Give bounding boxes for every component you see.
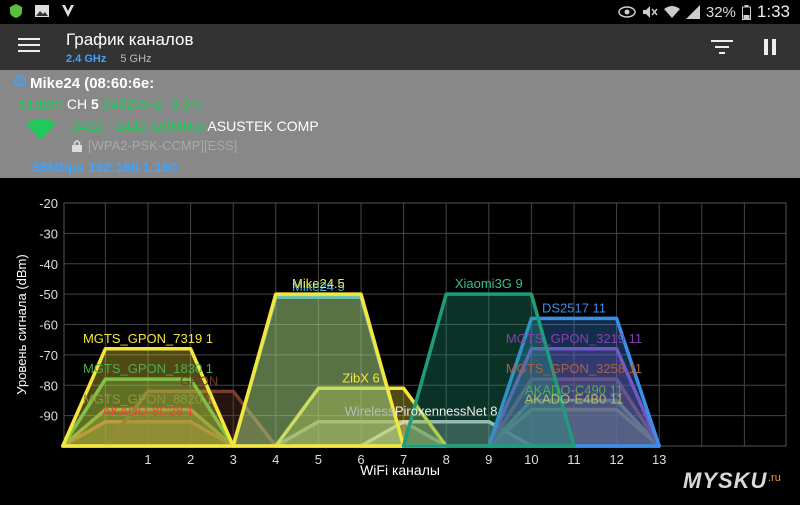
y-tick-label: -20 — [39, 196, 58, 211]
network-label-mike24: Mike24 5 — [292, 279, 345, 294]
app-toolbar: График каналов 2.4 GHz 5 GHz — [0, 24, 800, 70]
mute-icon — [642, 6, 658, 18]
battery-percent: 32% — [705, 3, 736, 21]
y-tick-label: -30 — [39, 226, 58, 241]
network-label-mgts3219: MGTS_GPON_3219 11 — [506, 331, 642, 346]
x-tick-label: 2 — [187, 452, 194, 467]
connection-info[interactable]: Mike24 (08:60:6e: -51dBm CH 5 2432MHz 3.… — [0, 70, 800, 178]
network-curve-mgts-gpon-7319 — [61, 347, 235, 448]
x-tick-label: 4 — [272, 452, 279, 467]
app-icon — [62, 5, 74, 17]
x-tick-label: 8 — [443, 452, 450, 467]
network-label-zibx: ZibX 6 — [342, 370, 380, 385]
network-label-pirox: PiroxennessNet 8 — [395, 404, 498, 419]
wifi-strength-icon — [26, 118, 56, 140]
rate-and-ip: 58Mbps 192.168.1.160 — [32, 159, 178, 175]
channel-chart: MGTS_GPON_7319 1 MGTS_GPON_1830 1 MGTS_GPO… — [0, 178, 800, 500]
network-label-mgts3258: MGTS_GPON_3258 11 — [506, 361, 642, 376]
page-title: График каналов — [66, 30, 194, 49]
pause-icon[interactable] — [762, 38, 778, 56]
network-labels: MGTS_GPON_7319 1 MGTS_GPON_1830 1 MGTS_GPO… — [83, 276, 642, 419]
distance: 3.5m — [170, 96, 202, 112]
menu-icon[interactable] — [18, 38, 40, 56]
network-label-akado8c28: AKADO-8C28 1 — [102, 404, 194, 419]
frequency: 2432MHz — [102, 96, 163, 112]
chart-grid — [63, 202, 787, 447]
x-tick-label: 10 — [524, 452, 538, 467]
x-axis-title: WiFi каналы — [360, 462, 440, 478]
x-tick-label: 5 — [315, 452, 322, 467]
frequency-range-row: 2422 - 2442 (20MHz) ASUSTEK COMP — [72, 118, 319, 134]
lock-icon — [72, 140, 82, 152]
wifi-status-icon — [663, 6, 680, 18]
network-curve-xiaomi3g — [401, 292, 576, 448]
eye-icon — [618, 6, 636, 18]
image-icon — [35, 5, 49, 17]
signal-strength: -51dBm — [14, 96, 64, 112]
y-tick-label: -90 — [39, 409, 58, 424]
watermark-suffix: .ru — [768, 472, 781, 484]
clock: 1:33 — [756, 2, 790, 21]
frequency-range: 2422 - 2442 (20MHz) — [72, 118, 205, 134]
channel-label: CH — [66, 96, 88, 112]
y-axis-title: Уровень сигнала (dBm) — [14, 254, 29, 394]
y-tick-label: -70 — [39, 348, 58, 363]
x-tick-label: 7 — [400, 452, 407, 467]
x-tick-label: 12 — [609, 452, 623, 467]
connected-ssid: Mike24 (08:60:6e: — [30, 75, 155, 92]
network-label-ds2517: DS2517 11 — [542, 300, 606, 315]
x-tick-label: 13 — [652, 452, 666, 467]
x-tick-label: 1 — [144, 452, 151, 467]
network-label-mike245: Mike24.5 — [292, 276, 345, 291]
x-tick-label: 3 — [230, 452, 237, 467]
y-tick-label: -50 — [39, 287, 58, 302]
y-tick-label: -60 — [39, 318, 58, 333]
security: [WPA2-PSK-CCMP][ESS] — [88, 138, 238, 153]
network-label-gpon: GPON — [180, 373, 218, 388]
tab-2-4-ghz[interactable]: 2.4 GHz — [66, 53, 107, 65]
status-bar: 32% 1:33 — [0, 0, 800, 24]
y-tick-label: -40 — [39, 257, 58, 272]
channel-graph: MGTS_GPON_7319 1 MGTS_GPON_1830 1 MGTS_GPO… — [14, 196, 787, 478]
network-curve-ds2517 — [487, 316, 661, 448]
network-label-wireless: Wireless — [345, 404, 395, 419]
vendor: ASUSTEK COMP — [207, 118, 319, 134]
smiley-icon — [14, 75, 26, 87]
network-label-mgts7319: MGTS_GPON_7319 1 — [83, 331, 213, 346]
x-tick-label: 9 — [485, 452, 492, 467]
network-label-mgts1830: MGTS_GPON_1830 1 — [83, 361, 213, 376]
battery-icon — [741, 4, 751, 20]
shield-app-icon — [10, 4, 22, 18]
signal-row: -51dBm CH 5 2432MHz 3.5m — [14, 96, 202, 112]
y-tick-label: -80 — [39, 378, 58, 393]
band-tabs: 2.4 GHz 5 GHz — [66, 53, 152, 65]
network-label-akadoc490: AKADO-C490 11 — [525, 382, 623, 397]
chart-axes: -20-30-40-50-60-70-80-901 2 3 4 5 6 7 8 9 10 11 12 1… — [14, 196, 666, 478]
tab-5-ghz[interactable]: 5 GHz — [120, 53, 152, 65]
network-curve-mike24-5 — [231, 292, 406, 448]
channel-value: 5 — [91, 96, 99, 112]
network-label-akadoe4b0: AKADO-E4B0 11 — [525, 392, 624, 407]
network-curves — [61, 292, 661, 448]
signal-icon — [685, 5, 700, 19]
filter-icon[interactable] — [711, 39, 733, 55]
x-tick-label: 6 — [357, 452, 364, 467]
network-label-mgts8820: MGTS_GPON_8820 1 — [83, 392, 213, 407]
watermark-logo: MYSKU — [683, 468, 768, 493]
x-tick-label: 11 — [567, 452, 581, 467]
network-label-xiaomi: Xiaomi3G 9 — [455, 276, 523, 291]
